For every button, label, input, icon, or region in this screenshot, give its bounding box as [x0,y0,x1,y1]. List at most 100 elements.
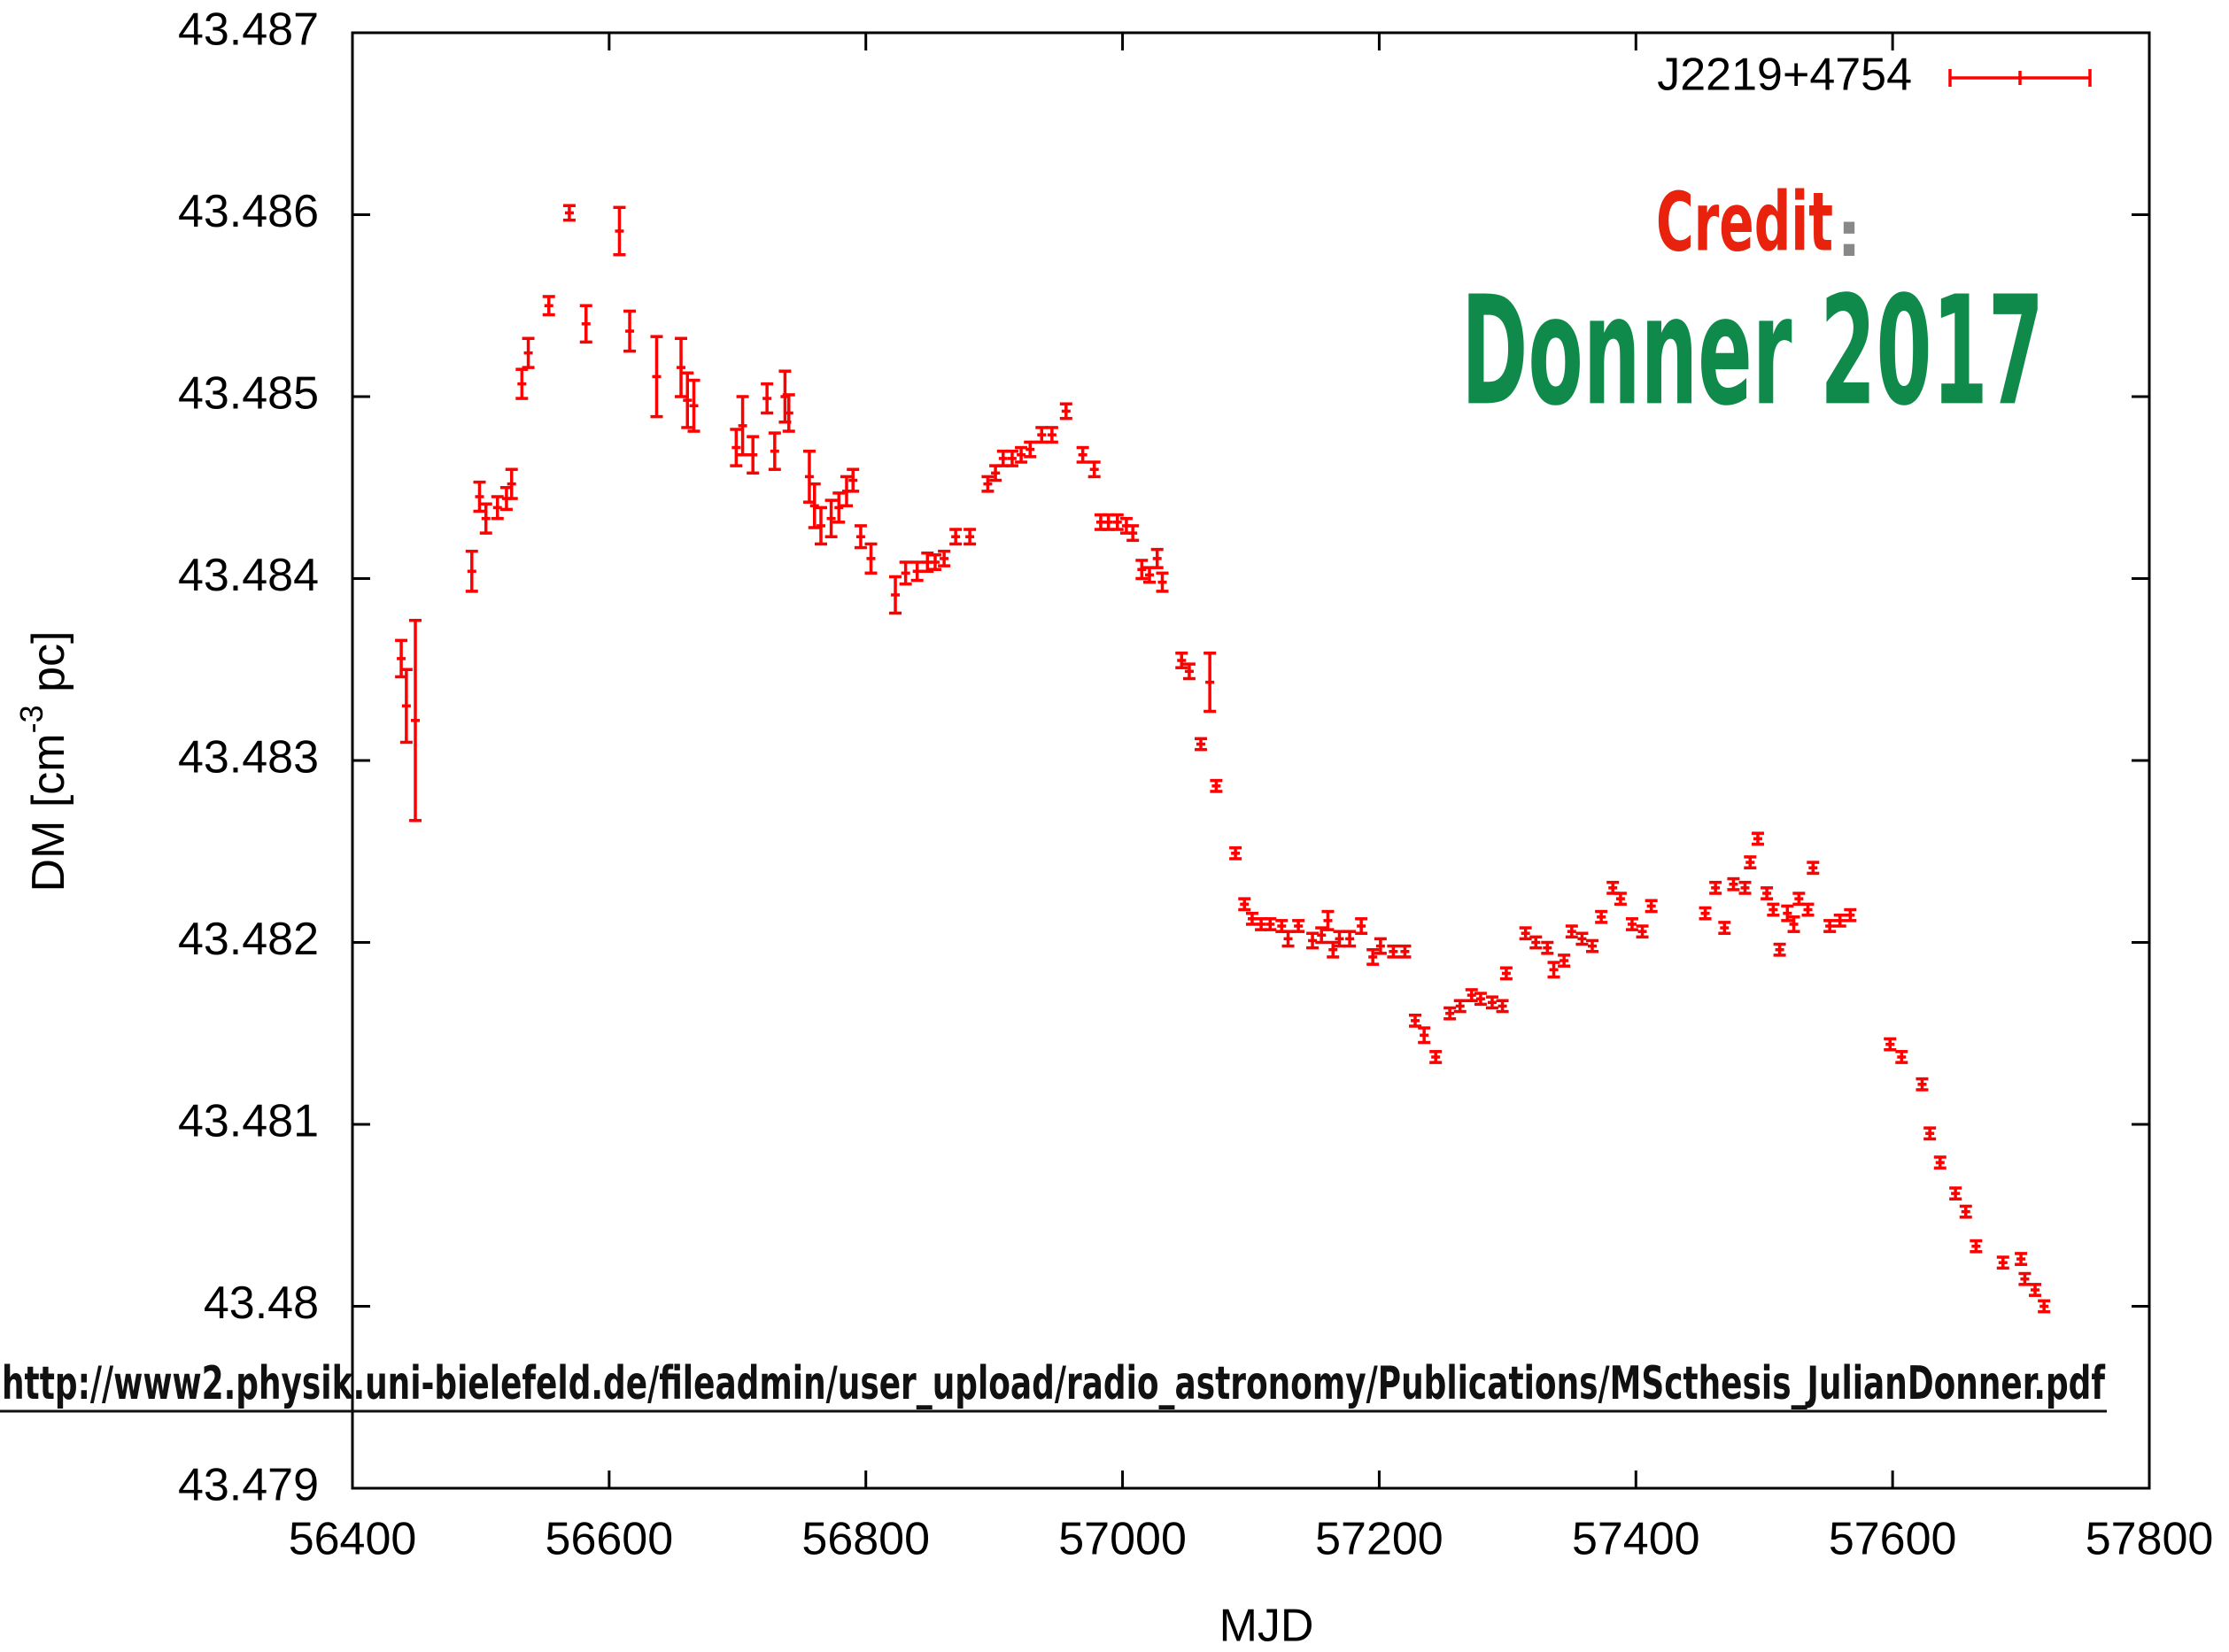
error-bar [899,560,912,586]
error-bar [1727,876,1740,892]
error-bar [465,549,478,593]
legend-label: J2219+4754 [1657,50,1912,101]
error-bar [1182,662,1196,681]
error-bar [1761,886,1774,900]
error-bar [1884,1037,1897,1052]
error-bar [1738,880,1752,895]
x-tick-label: 57400 [1572,1514,1700,1565]
error-bar [949,528,963,546]
error-bar [1499,966,1513,981]
error-bar [1645,899,1658,914]
plot-frame [351,31,2151,1490]
error-bar [1366,947,1380,966]
y-tick-label: 43.486 [178,186,319,237]
error-bar [409,619,422,822]
error-bar [1156,571,1169,593]
error-bar [1005,449,1018,467]
credit-text: Credit [1656,174,1833,269]
x-tick-label: 56600 [546,1514,674,1565]
error-bar [761,382,774,415]
error-bar [1126,524,1140,543]
error-bar [1614,892,1627,907]
error-bar [808,482,821,529]
error-bar [730,428,743,467]
y-tick-label: 43.48 [204,1278,319,1329]
error-bar [623,309,637,353]
error-bar [687,378,700,433]
x-tick-label: 56400 [289,1514,417,1565]
error-bar [1923,1126,1937,1141]
error-bar [1744,855,1757,869]
error-bar [1418,1026,1431,1045]
y-label-sup: -3 [13,705,50,733]
error-bar [1150,547,1164,569]
error-bar [522,336,535,369]
error-bar [847,467,860,493]
x-tick-label: 57600 [1829,1514,1957,1565]
error-bar [1547,961,1560,979]
error-bar [1699,906,1712,921]
error-bar [736,395,749,457]
x-tick-label: 57000 [1058,1514,1187,1565]
y-label-rest: pc] [23,631,74,706]
x-axis-label: MJD [1219,1601,1314,1652]
error-bar [1823,919,1837,933]
x-tick-label: 57200 [1315,1514,1443,1565]
error-bar [1801,902,1815,917]
error-bar [910,560,924,583]
error-bar [1035,426,1049,444]
error-bar [1387,944,1400,959]
error-bar [1636,924,1649,939]
error-bar [613,205,626,257]
error-bar [505,467,518,500]
error-bar [1781,904,1794,922]
error-bar [1807,861,1820,876]
error-bar [1409,1013,1422,1028]
error-bar [1474,992,1487,1007]
error-bar [1264,917,1277,931]
error-bar [1281,930,1295,948]
error-bar [1625,917,1638,931]
y-tick-label: 43.484 [178,550,319,601]
error-bar [473,480,486,513]
error-bar [1111,513,1124,531]
error-bar [1916,1077,1929,1092]
y-axis-label: DM [cm-3 pc] [13,631,74,892]
x-tick-label: 56800 [801,1514,930,1565]
error-bar [2018,1271,2032,1286]
error-bar [889,575,902,615]
credit-colon: : [1837,198,1861,271]
error-bar [1751,831,1764,846]
error-bar [1059,402,1072,421]
error-bar [1024,440,1037,459]
error-bar [1996,1255,2009,1270]
error-bar [1718,921,1731,935]
error-bar [1496,999,1509,1014]
error-bar [1519,926,1532,941]
error-bar [1087,460,1101,479]
error-bar [824,498,838,538]
error-bar [928,553,941,571]
legend-key [1948,69,2092,87]
error-bar [768,431,781,471]
error-bar [1949,1186,1962,1201]
error-bar [1970,1239,1983,1254]
error-bar [1485,995,1498,1010]
error-bar [1959,1204,1972,1219]
error-bar [996,449,1010,467]
error-bar [1343,930,1357,948]
error-bar [1306,931,1320,950]
error-bar [675,336,688,398]
y-tick-label: 43.479 [178,1460,319,1511]
error-bar [1204,652,1217,714]
error-bar [1175,652,1188,669]
error-bar [1773,942,1786,957]
error-bar [399,668,413,745]
error-bar [1933,1155,1947,1170]
error-bar [515,367,529,400]
error-bar [1833,913,1846,928]
error-bar [681,371,694,429]
error-bar [650,335,663,419]
error-bar [1321,909,1335,931]
